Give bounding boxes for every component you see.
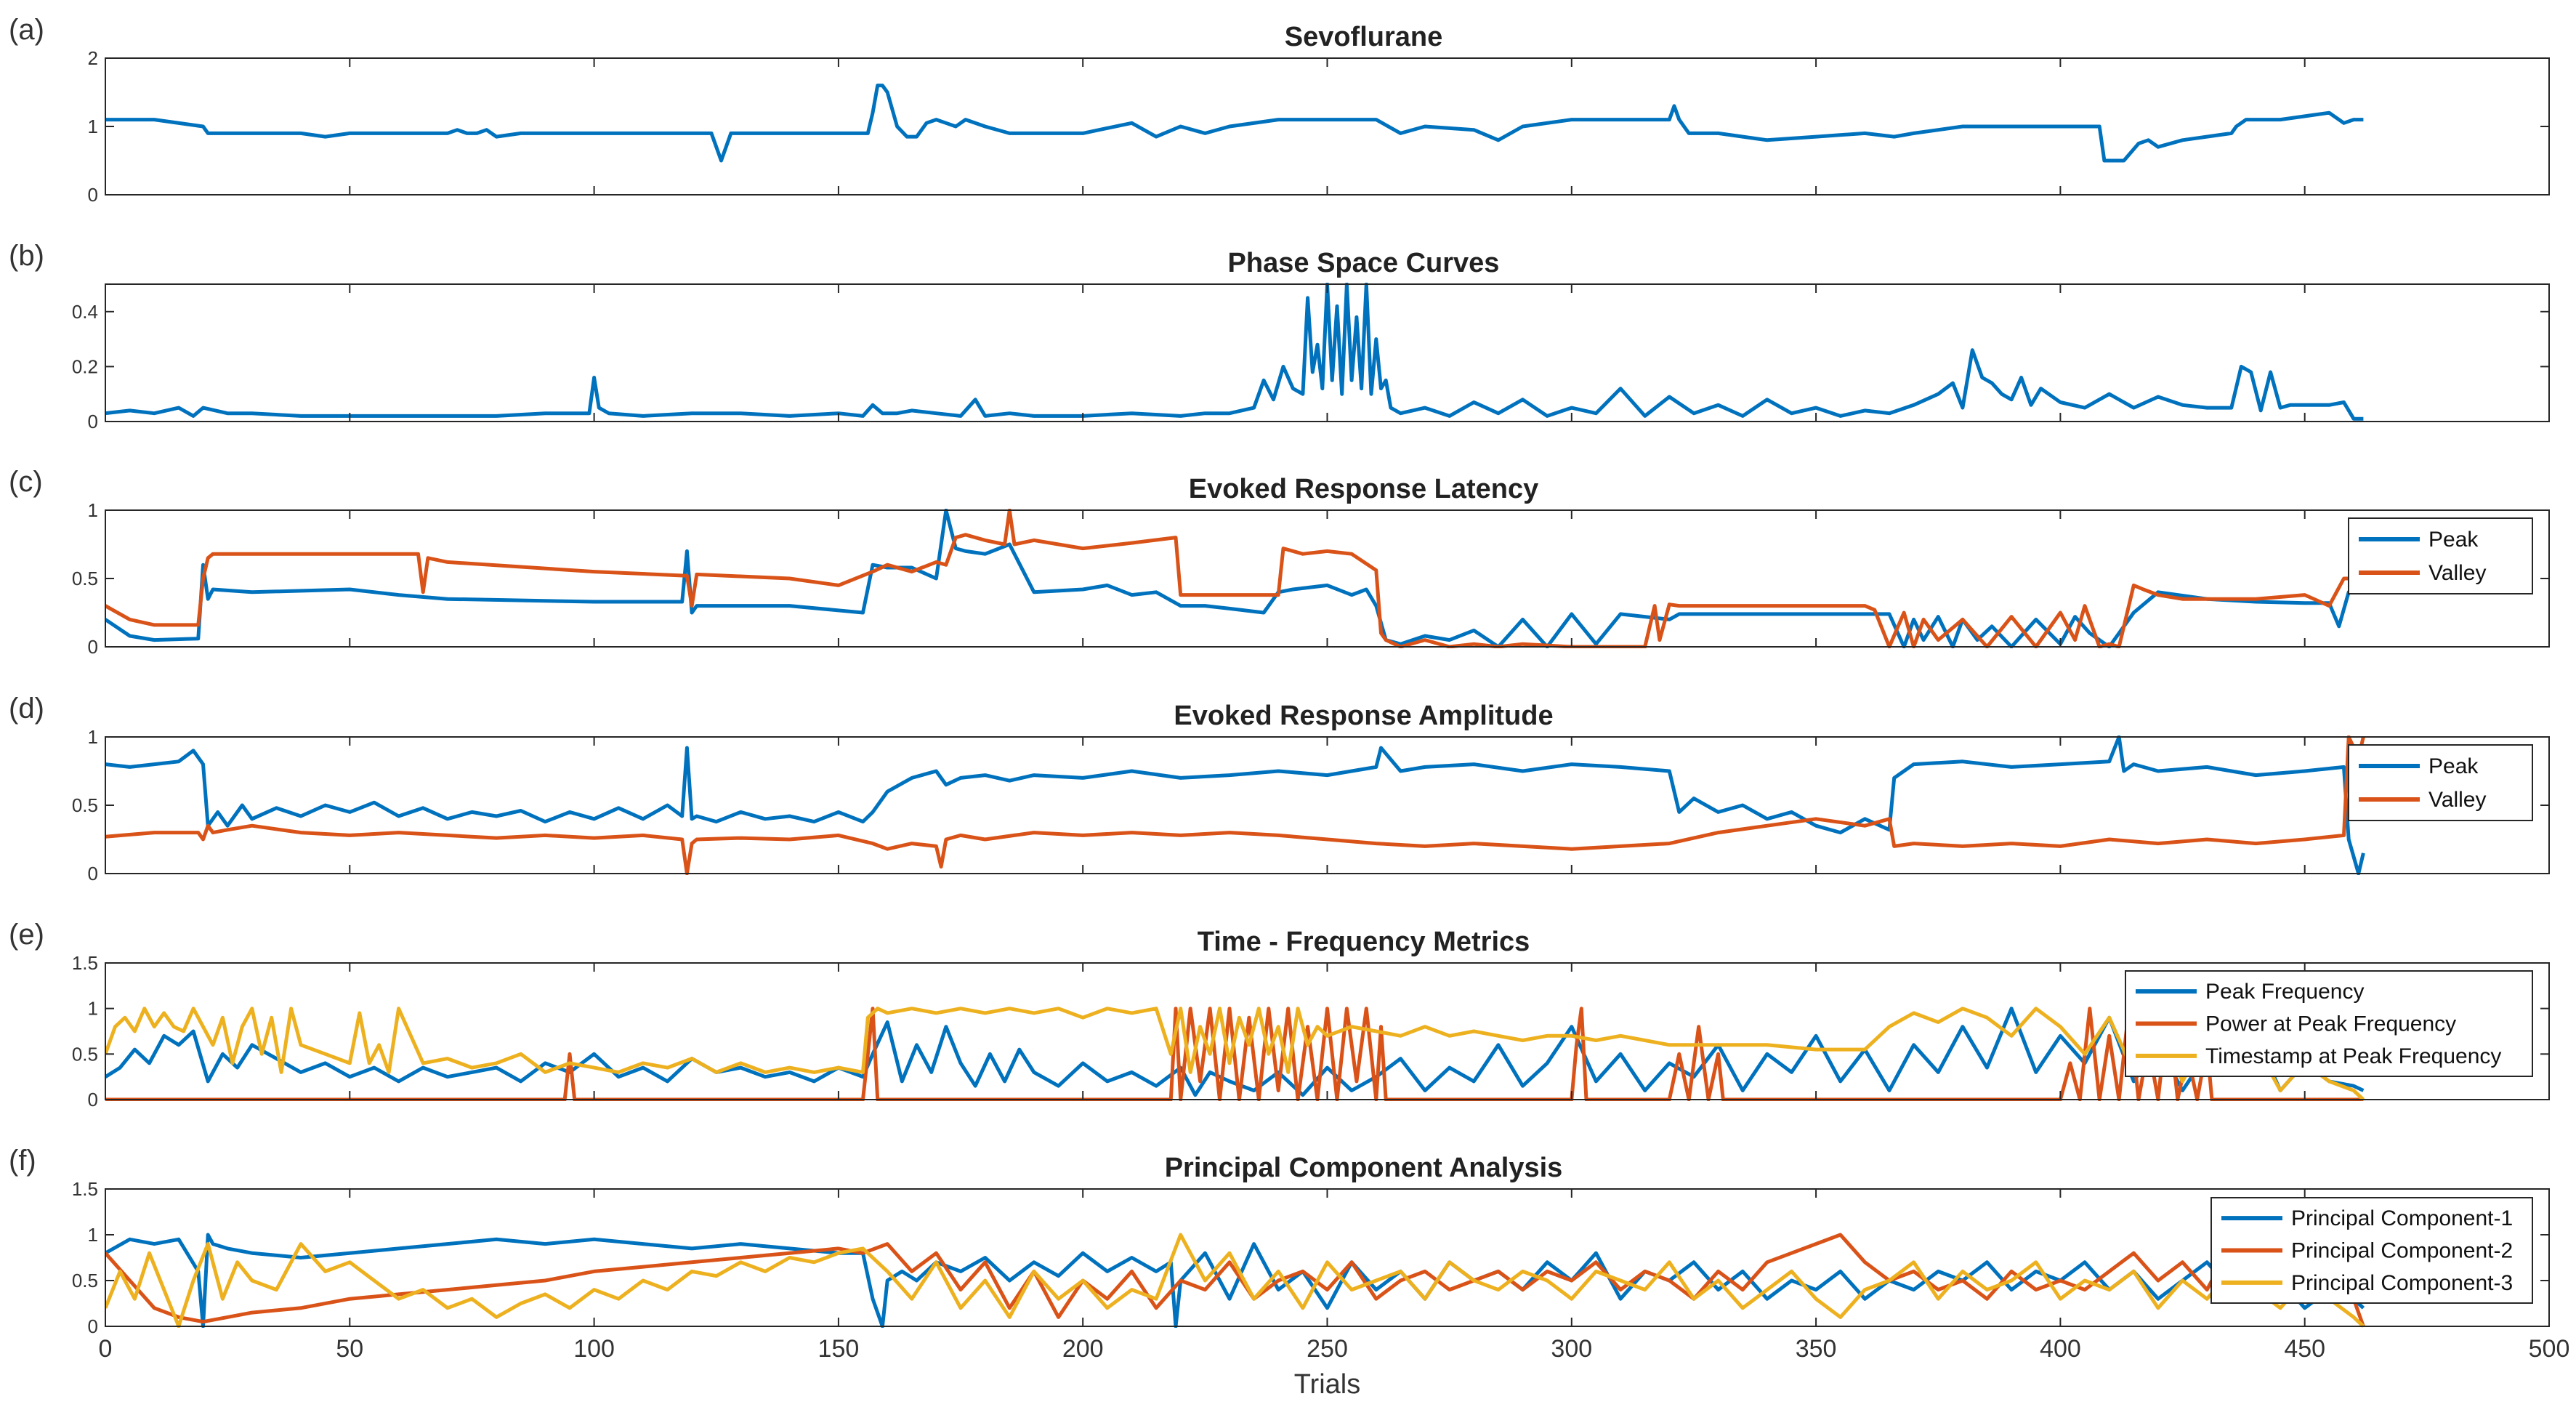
x-tick-label: 0: [99, 1335, 113, 1363]
y-tick-label: 0.5: [72, 568, 98, 589]
legend-box: [2348, 744, 2533, 821]
x-tick-label: 250: [1307, 1335, 1348, 1363]
panel-label: (d): [9, 693, 44, 725]
chart-title: Principal Component Analysis: [1165, 1153, 1563, 1183]
panel-5: (e) Time - Frequency Metrics 0 0.5 1 1.5 Peak …: [9, 919, 2550, 1110]
y-tick-label: 1: [88, 499, 98, 521]
legend-entry: Peak: [2428, 754, 2479, 778]
series-line-peak-frequency: [105, 1007, 2365, 1097]
series-line-valley: [105, 735, 2365, 875]
x-tick-label: 500: [2529, 1335, 2570, 1363]
series-line-sevoflurane: [105, 84, 2364, 163]
y-tick-label: 0: [88, 184, 98, 206]
panel-1: (a) Sevoflurane 0 1 2: [9, 14, 2550, 206]
y-tick-label: 0.5: [72, 1270, 98, 1291]
legend-entry: Peak Frequency: [2205, 980, 2364, 1004]
legend-entry: Timestamp at Peak Frequency: [2205, 1044, 2501, 1068]
chart-title: Sevoflurane: [1285, 22, 1443, 52]
legend-entry: Principal Component-3: [2291, 1271, 2513, 1295]
legend-entry: Power at Peak Frequency: [2205, 1012, 2456, 1036]
series-line-peak: [105, 735, 2365, 875]
panel-4: (d) Evoked Response Amplitude 0 0.5 1 Peak Val…: [9, 693, 2550, 884]
series-line-timestamp-at-peak-frequency: [105, 1007, 2365, 1101]
y-tick-label: 0.5: [72, 1043, 98, 1065]
y-tick-label: 0.5: [72, 794, 98, 816]
panel-2: (b) Phase Space Curves 0 0.2 0.4: [9, 240, 2550, 432]
x-tick-label: 50: [336, 1335, 363, 1363]
chart-title: Time - Frequency Metrics: [1198, 927, 1530, 957]
chart-title: Evoked Response Latency: [1189, 474, 1539, 504]
legend: Peak Frequency Power at Peak Frequency Tim…: [2125, 970, 2533, 1077]
legend-entry: Valley: [2428, 561, 2486, 585]
series-line-valley: [105, 509, 2364, 648]
series-line-principal-component-2: [105, 1233, 2365, 1327]
panel-label: (b): [9, 240, 44, 272]
legend-entry: Valley: [2428, 788, 2486, 812]
y-tick-label: 1: [88, 998, 98, 1020]
x-tick-label: 100: [573, 1335, 615, 1363]
x-tick-label: 300: [1551, 1335, 1592, 1363]
series-line-principal-component-1: [105, 1233, 2365, 1328]
y-tick-label: 0: [88, 1089, 98, 1110]
legend-entry: Principal Component-2: [2291, 1239, 2513, 1263]
x-tick-label: 200: [1062, 1335, 1104, 1363]
chart-title: Phase Space Curves: [1228, 248, 1500, 278]
series-line-phase-space: [105, 283, 2364, 421]
y-tick-label: 0: [88, 411, 98, 432]
legend: Peak Valley: [2348, 744, 2533, 821]
x-tick-label: 150: [818, 1335, 860, 1363]
legend-box: [2348, 517, 2533, 594]
legend-entry: Peak: [2428, 528, 2479, 552]
panel-3: (c) Evoked Response Latency 0 0.5 1 Peak Valle…: [9, 466, 2550, 658]
legend: Principal Component-1 Principal Component…: [2210, 1197, 2533, 1304]
legend: Peak Valley: [2348, 517, 2533, 594]
y-tick-label: 1.5: [72, 952, 98, 974]
x-tick-label: 400: [2040, 1335, 2081, 1363]
legend-entry: Principal Component-1: [2291, 1206, 2513, 1230]
y-tick-label: 1: [88, 116, 98, 137]
y-tick-label: 0: [88, 1315, 98, 1337]
chart-title: Evoked Response Amplitude: [1174, 701, 1553, 731]
panel-label: (c): [9, 466, 43, 498]
panel-label: (a): [9, 14, 44, 46]
y-tick-label: 2: [88, 47, 98, 69]
y-tick-label: 1: [88, 1224, 98, 1246]
y-tick-label: 0.2: [72, 355, 98, 377]
y-tick-label: 1.5: [72, 1178, 98, 1200]
y-tick-label: 1: [88, 726, 98, 748]
y-tick-label: 0.4: [72, 301, 98, 323]
panel-label: (f): [9, 1145, 36, 1177]
series-line-peak: [105, 509, 2364, 648]
y-tick-label: 0: [88, 636, 98, 658]
x-axis-label: Trials: [1294, 1369, 1360, 1400]
y-tick-label: 0: [88, 863, 98, 884]
x-tick-label: 350: [1796, 1335, 1837, 1363]
series-line-principal-component-3: [105, 1233, 2365, 1328]
x-tick-label: 450: [2284, 1335, 2325, 1363]
panel-6: (f) Principal Component Analysis 0 0.5 1 1.5 0…: [9, 1145, 2569, 1400]
panel-label: (e): [9, 919, 44, 951]
